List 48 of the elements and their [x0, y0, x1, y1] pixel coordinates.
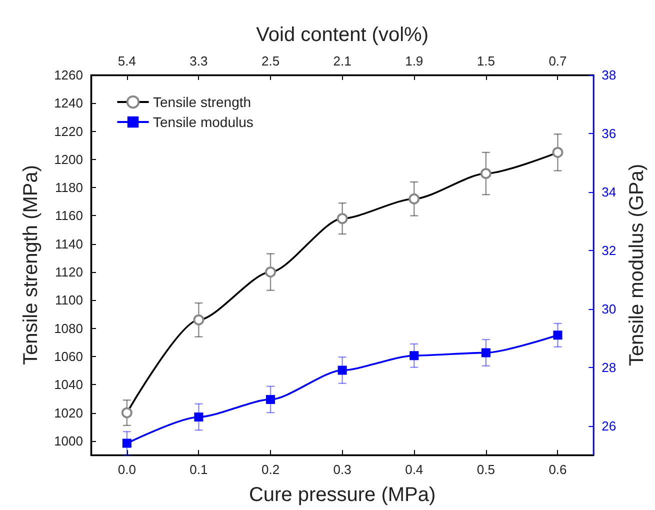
y2-tick-label: 30: [602, 301, 616, 316]
annotation: 0.7: [548, 54, 567, 68]
point: [553, 330, 562, 340]
y-tick-label: 1060: [54, 348, 83, 364]
y-tick-label: 1040: [54, 377, 83, 392]
x-tick-label: 0.6: [548, 462, 567, 477]
x-tick-label: 0.3: [333, 462, 352, 477]
y-tick-label: 1080: [54, 320, 83, 336]
x-tick-label: 0.2: [261, 462, 280, 477]
x-tick-label: 0.4: [405, 462, 424, 477]
x-axis-title: Cure pressure (MPa): [248, 484, 436, 506]
annotation: 1.9: [405, 54, 424, 68]
annotation: 5.4: [118, 54, 136, 68]
y2-tick-label: 34: [602, 184, 616, 200]
annotation: 2.1: [333, 54, 352, 68]
annotation: 1.5: [476, 54, 495, 68]
y2-tick-label: 28: [602, 360, 616, 375]
y-tick-label: 1100: [55, 292, 83, 308]
y2-tick-label: 38: [602, 68, 616, 82]
x-tick-label: 0.1: [190, 462, 208, 477]
y-axis-title: Tensile strength (MPa): [20, 164, 42, 366]
point: [481, 348, 490, 358]
y-tick-label: 1220: [54, 124, 83, 139]
y2-tick-label: 26: [602, 418, 616, 434]
y2-axis-title: Tensile modulus (GPa): [626, 164, 648, 366]
y-tick-label: 1000: [54, 433, 83, 448]
y2-tick-label: 36: [602, 126, 616, 141]
x2-axis-title: Void content (vol%): [256, 24, 428, 46]
x-tick-label: 0.0: [118, 462, 136, 477]
y2-tick-label: 32: [602, 242, 616, 258]
point: [122, 438, 132, 448]
point: [410, 351, 419, 360]
point: [194, 412, 204, 422]
y-tick-label: 1240: [54, 96, 83, 111]
point: [338, 366, 347, 375]
point: [266, 394, 276, 404]
y-tick-label: 1120: [55, 264, 83, 280]
legend-label: Tensile modulus: [153, 114, 254, 130]
annotation: 2.5: [261, 54, 280, 68]
y-tick-label: 1160: [55, 208, 83, 224]
legend-label: Tensile strength: [153, 94, 252, 110]
y-tick-label: 1260: [54, 68, 83, 82]
y-tick-label: 1180: [55, 180, 83, 196]
x-tick-label: 0.5: [476, 462, 495, 477]
y-tick-label: 1020: [54, 405, 83, 420]
annotation: 3.3: [190, 54, 208, 68]
y-tick-label: 1200: [54, 152, 83, 167]
y-tick-label: 1140: [55, 236, 83, 252]
